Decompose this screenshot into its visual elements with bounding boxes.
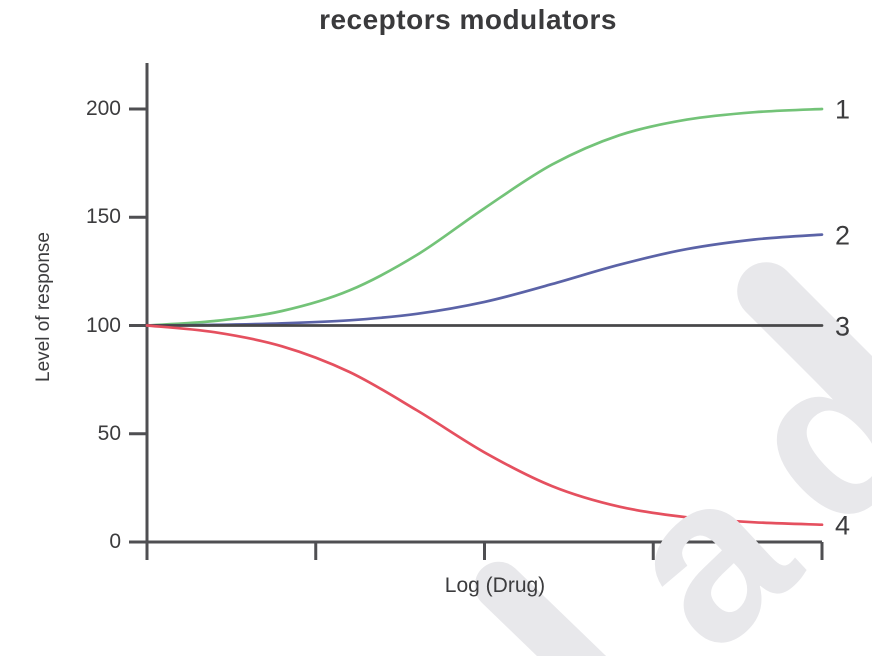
y-tick-label-100: 100: [85, 313, 121, 337]
curve-label-3: 3: [835, 311, 851, 341]
x-axis-title: Log (Drug): [444, 574, 546, 597]
curve-label-1: 1: [835, 94, 851, 125]
curve-1: [145, 107, 824, 327]
y-tick-label-200: 200: [85, 97, 121, 120]
chart-title: receptors modulators: [319, 4, 617, 35]
curve-label-4: 4: [835, 510, 851, 541]
curve-4: [145, 324, 824, 527]
y-axis-title: Level of response: [33, 232, 54, 382]
curve-2: [145, 233, 824, 327]
y-tick-label-150: 150: [85, 205, 121, 229]
curve-label-2: 2: [835, 220, 851, 251]
y-tick-label-50: 50: [97, 421, 121, 445]
y-tick-label-0: 0: [109, 530, 121, 553]
